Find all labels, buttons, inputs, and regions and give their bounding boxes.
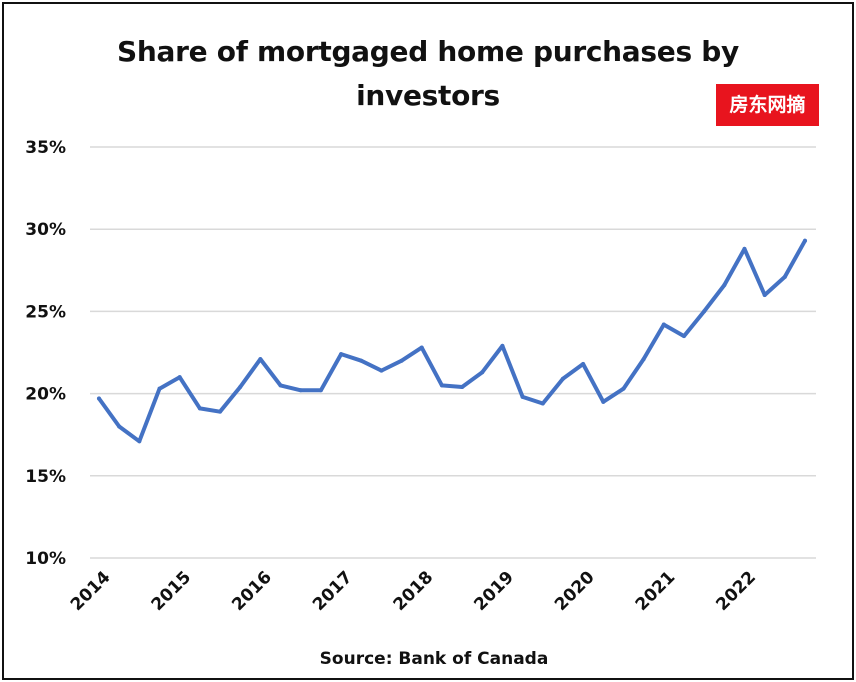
y-tick-label: 15% — [25, 467, 66, 487]
data-point — [702, 309, 707, 314]
y-tick-label: 35% — [25, 138, 66, 158]
data-point — [238, 385, 243, 390]
x-tick-label: 2022 — [712, 567, 760, 615]
x-tick-label: 2020 — [551, 567, 599, 615]
data-point — [661, 322, 666, 327]
x-tick-label: 2015 — [148, 567, 196, 615]
data-point — [681, 334, 686, 339]
data-point — [742, 246, 747, 251]
data-point — [97, 396, 101, 401]
data-point — [379, 368, 384, 373]
x-tick-label: 2021 — [632, 567, 680, 615]
source-note: Source: Bank of Canada — [319, 649, 549, 669]
data-point — [439, 383, 444, 388]
data-point — [177, 375, 182, 380]
y-tick-label: 20% — [25, 385, 66, 405]
data-point — [560, 376, 565, 381]
chart-title-line-2: investors — [356, 79, 500, 112]
chart-title: Share of mortgaged home purchases by inv… — [0, 30, 856, 118]
data-point — [762, 292, 767, 297]
watermark-badge: 房东网摘 — [716, 84, 819, 126]
x-tick-label: 2014 — [67, 567, 115, 615]
data-point — [399, 358, 404, 363]
x-tick-label: 2019 — [470, 567, 518, 615]
data-point — [419, 345, 424, 350]
x-tick-label: 2016 — [228, 567, 276, 615]
data-point — [520, 394, 525, 399]
data-point — [722, 283, 727, 288]
data-point — [460, 385, 465, 390]
data-point — [601, 399, 606, 404]
data-point — [540, 401, 545, 406]
chart-title-line-1: Share of mortgaged home purchases by — [117, 35, 739, 68]
data-point — [137, 439, 142, 444]
data-point — [339, 352, 344, 357]
data-point — [157, 386, 162, 391]
data-point — [480, 370, 485, 375]
x-tick-label: 2018 — [390, 567, 438, 615]
data-point — [359, 358, 364, 363]
data-point — [278, 383, 283, 388]
x-tick-label: 2017 — [309, 567, 357, 615]
y-tick-label: 25% — [25, 302, 66, 322]
data-point — [581, 362, 586, 367]
data-point — [641, 357, 646, 362]
data-point — [218, 409, 223, 414]
data-point — [621, 386, 626, 391]
y-tick-label: 30% — [25, 220, 66, 240]
series-line — [97, 238, 807, 444]
data-point — [803, 238, 807, 243]
data-point — [318, 388, 323, 393]
y-tick-label: 10% — [25, 549, 66, 569]
data-point — [197, 406, 202, 411]
data-point — [298, 388, 303, 393]
data-point — [258, 357, 263, 362]
data-point — [117, 424, 122, 429]
data-point — [782, 274, 787, 279]
data-point — [500, 343, 505, 348]
